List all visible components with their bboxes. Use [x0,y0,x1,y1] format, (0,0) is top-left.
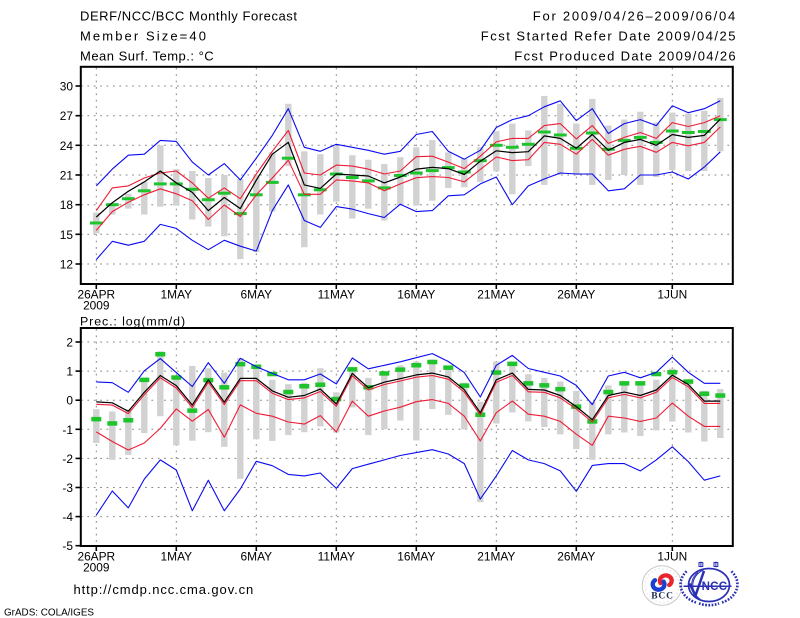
svg-text:26APR: 26APR [77,288,115,302]
svg-text:6MAY: 6MAY [241,550,273,564]
svg-text:16MAY: 16MAY [397,288,435,302]
svg-text:26APR: 26APR [77,550,115,564]
svg-text:Mean Surf. Temp.: °C: Mean Surf. Temp.: °C [80,49,214,64]
svg-text:NCC: NCC [702,581,728,593]
svg-text:30: 30 [60,80,74,94]
svg-text:-3: -3 [62,481,73,495]
svg-text:16MAY: 16MAY [397,550,435,564]
svg-text:1JUN: 1JUN [657,550,687,564]
svg-text:0: 0 [66,394,73,408]
svg-text:11MAY: 11MAY [318,288,355,302]
svg-text:1: 1 [66,365,73,379]
svg-text:2: 2 [66,336,73,350]
svg-text:1JUN: 1JUN [657,288,687,302]
svg-text:11MAY: 11MAY [318,550,355,564]
svg-text:Member Size=40: Member Size=40 [80,29,208,44]
svg-text:27: 27 [60,109,74,123]
svg-text:For 2009/04/26–2009/06/04: For 2009/04/26–2009/06/04 [533,9,737,24]
svg-text:-4: -4 [62,510,73,524]
svg-text:-2: -2 [62,452,73,466]
svg-text:Fcst Started Refer Date 2009/0: Fcst Started Refer Date 2009/04/25 [481,29,737,44]
svg-text:1MAY: 1MAY [161,288,193,302]
svg-text:GrADS: COLA/IGES: GrADS: COLA/IGES [4,608,94,618]
svg-text:21MAY: 21MAY [477,288,515,302]
svg-text:Prec.: log(mm/d): Prec.: log(mm/d) [80,315,186,329]
svg-text:21: 21 [60,169,74,183]
svg-text:http://cmdp.ncc.cma.gov.cn: http://cmdp.ncc.cma.gov.cn [74,582,255,597]
svg-text:12: 12 [60,258,74,272]
svg-text:1MAY: 1MAY [161,550,193,564]
svg-text:26MAY: 26MAY [557,288,595,302]
svg-text:21MAY: 21MAY [477,550,515,564]
svg-text:-1: -1 [62,423,73,437]
svg-text:BCC: BCC [651,592,673,602]
svg-text:DERF/NCC/BCC Monthly Forecast: DERF/NCC/BCC Monthly Forecast [80,9,298,24]
svg-text:2009: 2009 [83,299,110,313]
svg-text:24: 24 [60,139,74,153]
svg-text:-5: -5 [62,539,73,553]
svg-text:26MAY: 26MAY [557,550,595,564]
svg-text:2009: 2009 [83,561,110,575]
svg-text:Fcst Produced Date 2009/04/26: Fcst Produced Date 2009/04/26 [514,49,737,64]
svg-text:6MAY: 6MAY [241,288,273,302]
svg-text:18: 18 [60,198,74,212]
svg-text:15: 15 [60,228,74,242]
